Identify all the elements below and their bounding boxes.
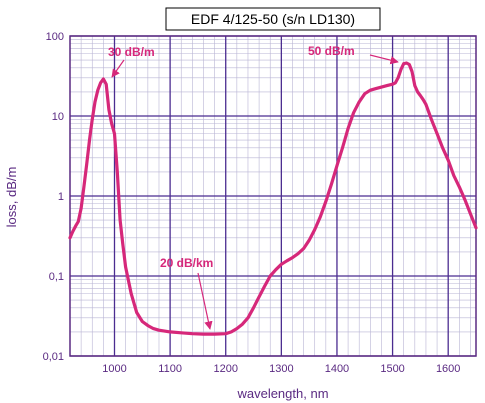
annotation-arrow [369, 54, 399, 65]
annotation-arrow [111, 59, 125, 78]
curve-layer [68, 61, 478, 336]
x-tick-label: 1500 [380, 363, 404, 375]
annotations: 30 dB/m 50 dB/m 20 dB/km [108, 44, 399, 330]
y-tick-label: 1 [58, 191, 64, 203]
annotation-label: 50 dB/m [308, 44, 355, 58]
annotation-label: 20 dB/km [160, 256, 213, 270]
y-tick-label: 10 [52, 111, 64, 123]
y-tick-label: 0,01 [43, 351, 64, 363]
x-tick-label: 1400 [325, 363, 349, 375]
x-axis-label: wavelength, nm [236, 386, 328, 401]
x-tick-label: 1000 [102, 363, 126, 375]
annotation-label: 30 dB/m [108, 45, 155, 59]
y-tick-label: 100 [46, 31, 64, 43]
title-box [165, 7, 381, 31]
tick-labels: 1000 1100 1200 1300 1400 1500 1600 0,01 0,1 1 10 10… [43, 31, 461, 375]
x-tick-label: 1100 [158, 363, 182, 375]
x-tick-label: 1300 [269, 363, 293, 375]
y-axis-label: loss, dB/m [4, 167, 19, 228]
annotation-arrow [197, 272, 213, 330]
y-tick-label: 0,1 [49, 271, 64, 283]
series-line [68, 61, 478, 336]
x-tick-label: 1200 [213, 363, 237, 375]
plot-frame [69, 35, 477, 357]
x-tick-label: 1600 [436, 363, 460, 375]
chart-title: EDF 4/125-50 (s/n LD130) [191, 11, 355, 27]
